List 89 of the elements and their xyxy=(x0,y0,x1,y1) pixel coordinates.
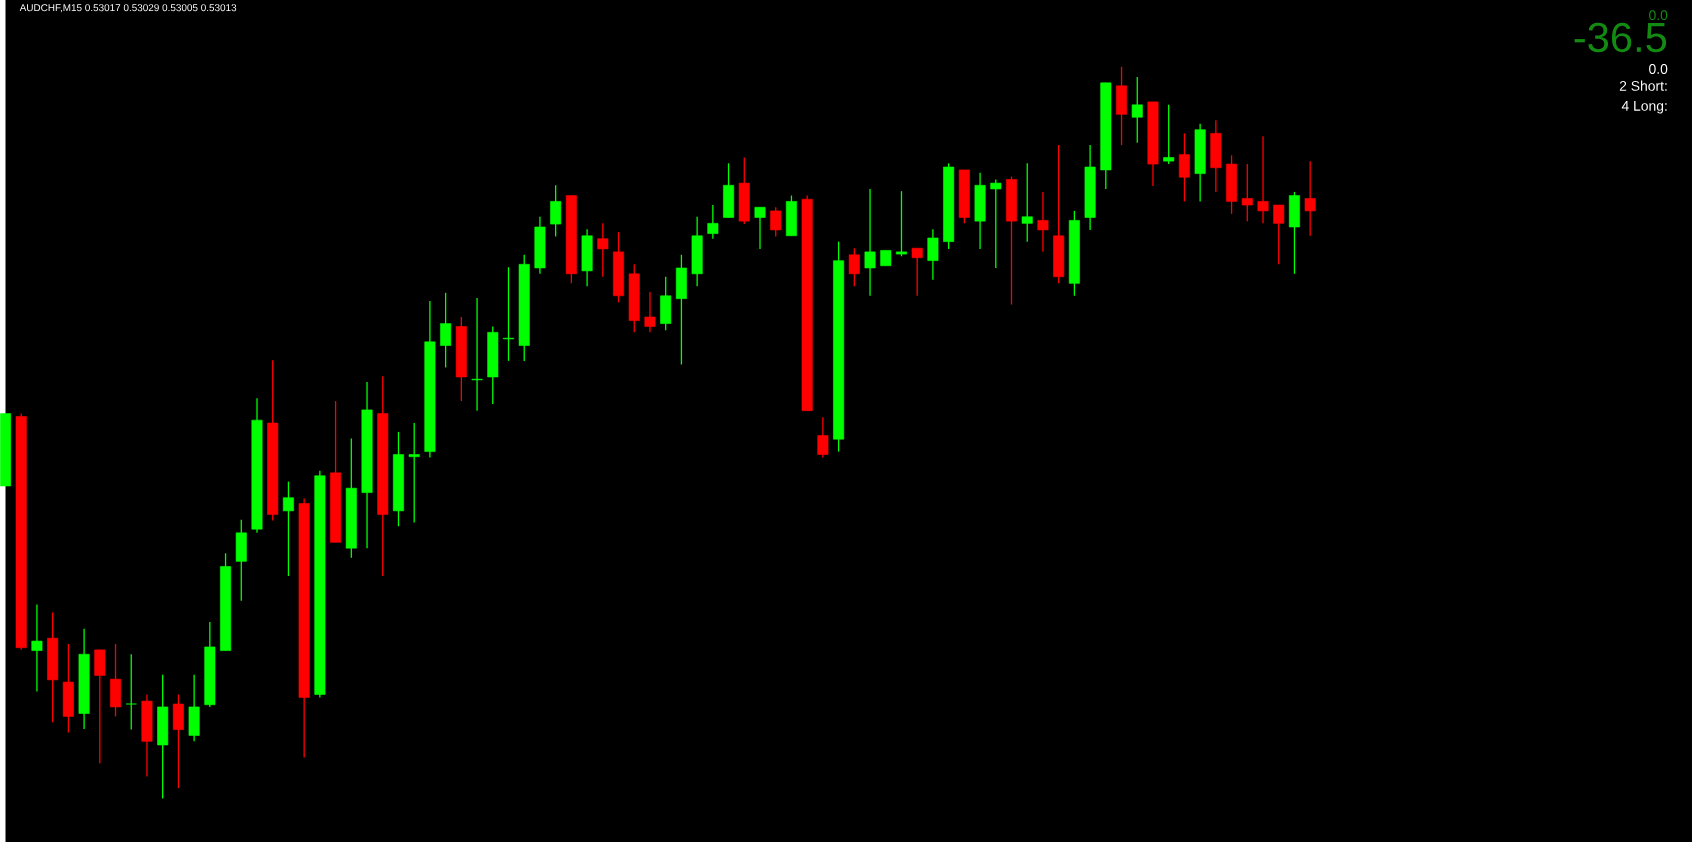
candlestick xyxy=(455,316,467,402)
candlestick xyxy=(817,416,829,458)
candlestick xyxy=(943,162,955,250)
candlestick xyxy=(110,643,122,717)
candlestick xyxy=(157,673,169,799)
candlestick xyxy=(78,627,90,730)
candlestick xyxy=(377,375,389,577)
candlestick xyxy=(392,431,404,527)
candlestick xyxy=(644,291,656,333)
candlestick xyxy=(754,206,766,250)
candlestick xyxy=(1053,144,1065,284)
candlestick xyxy=(1021,162,1033,243)
candlestick xyxy=(487,325,499,405)
candlestick xyxy=(911,247,923,297)
candlestick xyxy=(424,300,436,458)
candlestick xyxy=(864,188,876,297)
candlestick xyxy=(1288,191,1300,275)
candlestick xyxy=(660,275,672,331)
candlestick xyxy=(738,156,750,225)
candlestick xyxy=(1210,119,1222,193)
candlestick xyxy=(361,381,373,549)
candlestick xyxy=(565,194,577,284)
candlestick xyxy=(675,254,687,366)
text: 0.0 xyxy=(1649,63,1668,74)
candlestick xyxy=(471,297,483,412)
candlestick xyxy=(1131,76,1143,144)
text: -36.5 xyxy=(1574,22,1667,53)
candlestick xyxy=(691,215,703,287)
candlestick xyxy=(581,228,593,287)
candlestick xyxy=(330,400,342,543)
candlestick xyxy=(15,412,27,651)
candlestick xyxy=(833,240,845,453)
candlestick xyxy=(628,263,640,333)
candlestick xyxy=(1084,144,1096,231)
candlestick xyxy=(188,673,200,742)
candlestick xyxy=(1100,82,1112,190)
candlestick xyxy=(518,254,530,362)
candlestick xyxy=(550,184,562,238)
candlestick xyxy=(440,292,452,368)
candlestick xyxy=(613,231,625,303)
candlestick xyxy=(141,693,153,777)
candlestick xyxy=(974,172,986,250)
candlestick xyxy=(47,611,59,723)
text: 0.0 xyxy=(1649,10,1668,20)
candlestick xyxy=(848,247,860,287)
candlestick xyxy=(503,266,514,362)
candlestick xyxy=(235,518,247,602)
text: 2 Short: xyxy=(1619,80,1667,91)
candlestick xyxy=(62,643,74,734)
candlestick xyxy=(927,228,939,281)
candlestick xyxy=(251,397,263,534)
candlestick xyxy=(990,178,1002,269)
candlestick xyxy=(1257,135,1269,224)
candlestick xyxy=(1006,175,1017,306)
candlestick xyxy=(723,162,735,219)
candlestick xyxy=(1226,154,1238,215)
candlestick xyxy=(1037,191,1049,253)
candlestick xyxy=(282,480,294,577)
candlestick xyxy=(1194,123,1206,202)
candlestick xyxy=(204,621,216,708)
candlestick xyxy=(172,693,184,789)
candlestick xyxy=(0,412,11,487)
candlestick xyxy=(707,204,719,240)
candlestick xyxy=(125,653,137,731)
candlestick xyxy=(1304,160,1316,237)
candlestick xyxy=(1163,104,1175,165)
candlestick xyxy=(770,206,782,238)
candlestick xyxy=(408,422,420,524)
candlestick xyxy=(958,169,970,224)
candlestick xyxy=(1241,163,1253,222)
candlestick xyxy=(801,194,813,412)
candlestick xyxy=(1068,210,1080,297)
candlestick xyxy=(298,497,310,758)
candlestick xyxy=(267,359,279,521)
candlestick xyxy=(1147,101,1159,187)
candlestick xyxy=(785,194,797,237)
candlestick xyxy=(1178,132,1190,202)
candlestick xyxy=(314,469,326,698)
text: 4 Long: xyxy=(1621,100,1667,114)
candlestick xyxy=(1273,204,1285,265)
chart-title: AUDCHF,M15 0.53017 0.53029 0.53005 0.53013 xyxy=(19,4,237,13)
candlestick xyxy=(345,437,357,559)
candlestick xyxy=(895,190,907,257)
candlestick xyxy=(534,215,546,275)
candlestick xyxy=(597,222,609,278)
candlestick xyxy=(1116,66,1128,146)
candlestick xyxy=(31,603,43,693)
candlestick xyxy=(94,649,106,764)
candlestick xyxy=(220,552,232,652)
